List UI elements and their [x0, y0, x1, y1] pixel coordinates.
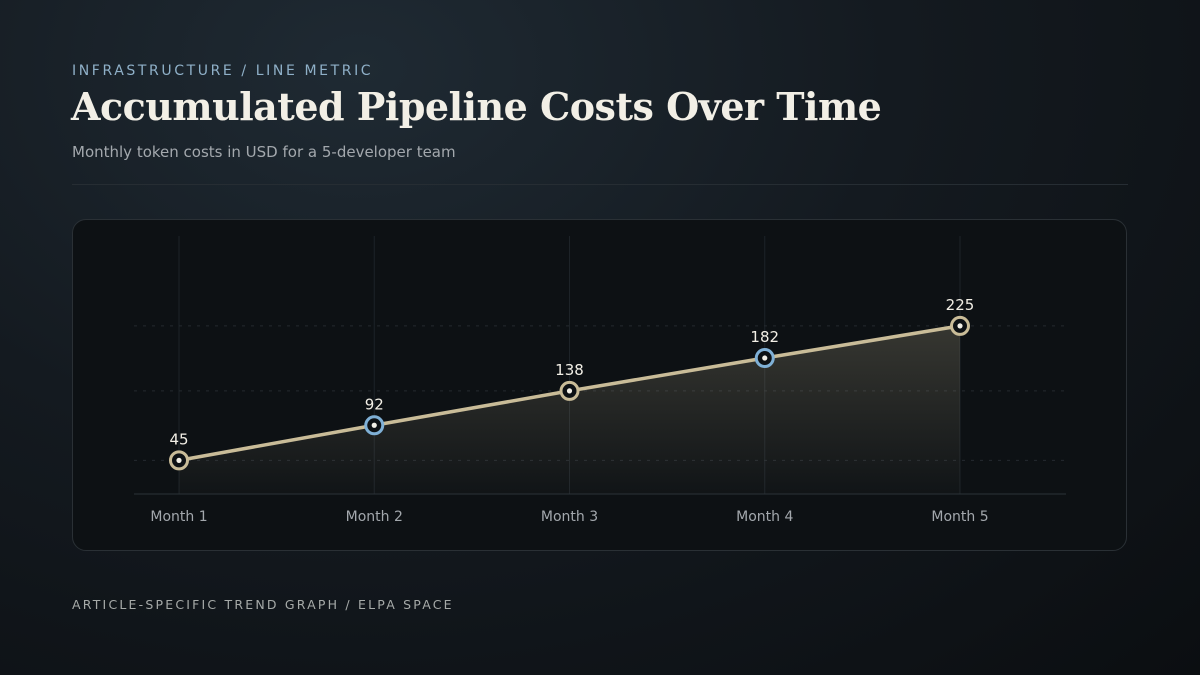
chart-card: [72, 219, 1127, 551]
eyebrow-label: INFRASTRUCTURE / LINE METRIC: [72, 63, 374, 79]
page-title: Accumulated Pipeline Costs Over Time: [71, 84, 882, 129]
footer-credit: ARTICLE-SPECIFIC TREND GRAPH / ELPA SPAC…: [72, 597, 454, 612]
page-subtitle: Monthly token costs in USD for a 5-devel…: [72, 143, 456, 161]
header-divider: [72, 184, 1128, 185]
